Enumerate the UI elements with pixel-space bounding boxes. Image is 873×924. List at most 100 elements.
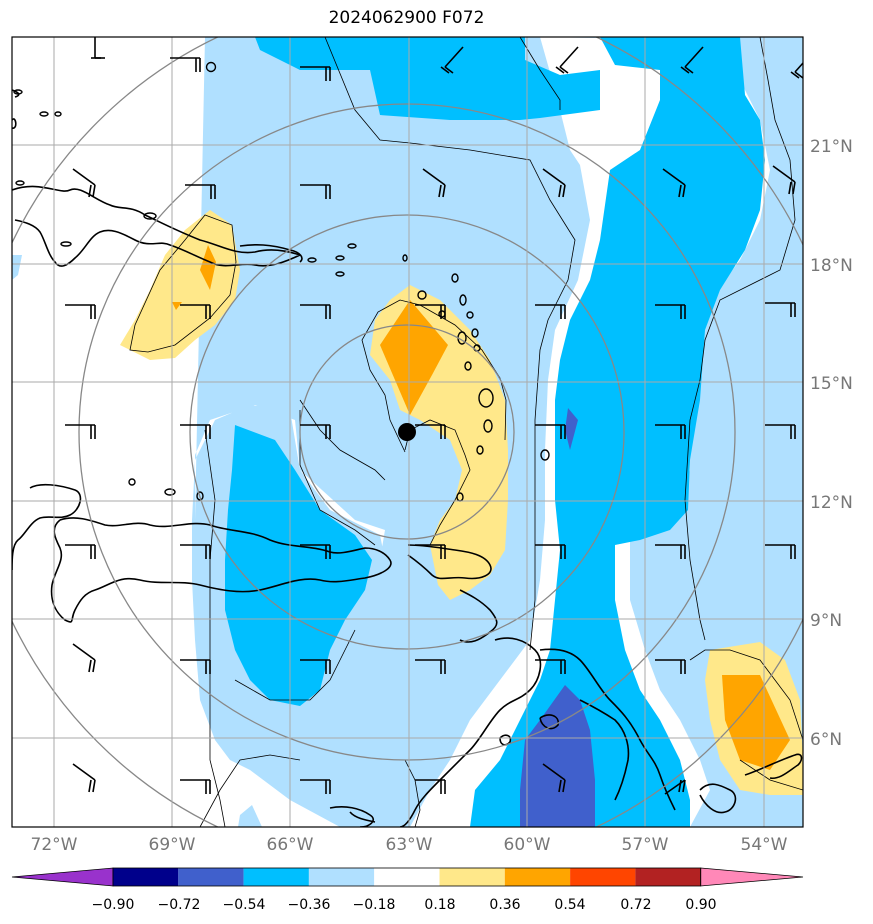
map-frame (11, 36, 804, 828)
lat-label: 6°N (810, 730, 842, 750)
shading-dark-blue (520, 408, 595, 827)
range-ring (189, 214, 625, 650)
wind-barb (300, 659, 331, 674)
colorbar-tick-labels: −0.90 −0.72 −0.54 −0.36 −0.18 0.18 0.36 … (92, 897, 717, 913)
colorbar-tick-label: 0.18 (424, 897, 455, 913)
colorbar-tick-label: −0.54 (223, 897, 266, 913)
colorbar-extend-min (11, 867, 114, 887)
colorbar-segment (439, 868, 505, 886)
wind-barb (185, 184, 216, 199)
wind-barb (300, 544, 331, 559)
colorbar-outline (112, 867, 702, 887)
shading-orange (172, 245, 790, 770)
wind-barb (662, 168, 686, 198)
lon-label: 57°W (622, 835, 669, 855)
lon-label: 66°W (267, 835, 314, 855)
lat-label: 15°N (810, 374, 853, 394)
storm-center-marker (398, 423, 416, 441)
map-title: 2024062900 F072 (328, 8, 485, 28)
colorbar-segment (570, 868, 636, 886)
range-ring (299, 324, 515, 540)
wind-barb (65, 424, 96, 439)
wind-barb (180, 424, 211, 439)
wind-barb (300, 184, 331, 199)
lat-label: 12°N (810, 493, 853, 513)
wind-barb (422, 168, 446, 198)
wind-barb (555, 46, 579, 74)
shading-blue (225, 37, 765, 827)
range-rings (12, 37, 803, 827)
wind-barb (300, 304, 331, 319)
lon-label: 63°W (386, 835, 433, 855)
wind-barb (415, 544, 446, 559)
wind-barb (765, 544, 796, 559)
wind-barb (542, 763, 566, 793)
lat-label: 9°N (810, 611, 842, 631)
wind-barb (655, 304, 686, 319)
latitude-labels: 6°N 9°N 12°N 15°N 18°N 21°N (810, 137, 853, 750)
wind-barb (415, 779, 446, 794)
colorbar-segment (308, 868, 375, 886)
wind-barb (655, 544, 686, 559)
wind-barb (300, 779, 331, 794)
graticule (12, 37, 803, 827)
lon-label: 69°W (149, 835, 196, 855)
wind-barb (300, 424, 331, 439)
colorbar (11, 867, 804, 887)
colorbar-segment (113, 868, 179, 886)
wind-barb (180, 659, 211, 674)
wind-barb (440, 46, 464, 74)
colorbar-tick-label: 0.36 (489, 897, 520, 913)
colorbar-tick-label: 0.90 (685, 897, 716, 913)
wind-barb (535, 659, 566, 674)
thin-contours (129, 37, 803, 827)
wind-barb (415, 304, 446, 319)
lat-label: 18°N (810, 256, 853, 276)
longitude-labels: 72°W 69°W 66°W 63°W 60°W 57°W 54°W (31, 835, 788, 855)
colorbar-tick-label: 0.72 (620, 897, 651, 913)
wind-barb (680, 46, 704, 74)
wind-barb (542, 168, 566, 198)
wind-barb (772, 165, 796, 195)
wind-barb (72, 643, 96, 673)
colorbar-segment (178, 868, 244, 886)
wind-barb (65, 544, 96, 559)
colorbar-tick-label: −0.72 (158, 897, 201, 913)
colorbar-segment (374, 868, 440, 886)
wind-barb (180, 779, 211, 794)
lat-label: 21°N (810, 137, 853, 157)
colorbar-segment (504, 868, 571, 886)
lon-label: 72°W (31, 835, 78, 855)
range-ring (78, 103, 736, 761)
wind-barbs (65, 37, 803, 795)
wind-barb (180, 304, 211, 319)
map-area (12, 37, 803, 827)
colorbar-extend-max (700, 867, 804, 887)
wind-barb (535, 424, 566, 439)
wind-barb (765, 302, 796, 317)
wind-barb (535, 544, 566, 559)
wind-barb (655, 659, 686, 674)
colorbar-segment (635, 868, 701, 886)
wind-barb (415, 659, 446, 674)
wind-barb (664, 779, 686, 795)
wind-barb (180, 544, 211, 559)
wind-barb (91, 37, 105, 59)
wind-barb (765, 424, 796, 439)
wind-barb (535, 304, 566, 319)
colorbar-tick-label: −0.18 (353, 897, 396, 913)
colorbar-tick-label: 0.54 (554, 897, 585, 913)
wind-barb (300, 66, 331, 81)
lon-label: 54°W (741, 835, 788, 855)
wind-barb (72, 168, 96, 198)
colorbar-tick-label: −0.36 (288, 897, 331, 913)
lon-label: 60°W (504, 835, 551, 855)
wind-barb (415, 424, 446, 439)
wind-barb (72, 763, 96, 793)
wind-barb (65, 304, 96, 319)
colorbar-segment (243, 868, 309, 886)
wind-barb (790, 61, 803, 79)
wind-barb (655, 424, 686, 439)
wind-barb (170, 57, 201, 72)
